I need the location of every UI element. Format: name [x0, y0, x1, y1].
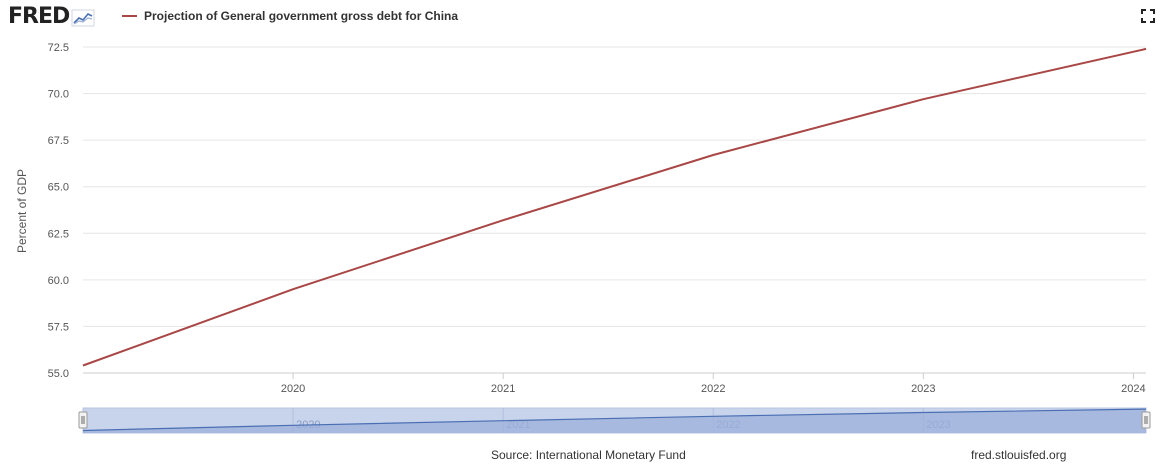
- y-tick-label: 57.5: [48, 321, 69, 333]
- grid-lines: [83, 46, 1146, 374]
- x-axis-ticks: 2020 2021 2022 2023 2024: [281, 373, 1146, 395]
- x-tick-label: 2024: [1121, 383, 1145, 395]
- source-note: Source: International Monetary Fund: [491, 448, 686, 462]
- chart-header: FRED Projection of General government gr…: [0, 0, 1167, 36]
- handle-body[interactable]: [1141, 411, 1151, 429]
- y-tick-label: 65.0: [48, 182, 69, 194]
- legend[interactable]: Projection of General government gross d…: [122, 9, 458, 23]
- navigator-area: [83, 409, 1146, 433]
- y-tick-label: 62.5: [48, 228, 69, 240]
- handle-body[interactable]: [78, 411, 88, 429]
- navigator-handle-left[interactable]: [78, 411, 88, 429]
- fred-logo[interactable]: FRED: [8, 5, 95, 29]
- x-tick-label: 2023: [911, 383, 935, 395]
- navigator-series-line: [82, 408, 1147, 432]
- navigator-handle-right[interactable]: [1141, 411, 1151, 429]
- legend-label: Projection of General government gross d…: [144, 9, 459, 23]
- x-tick-label: 2020: [281, 383, 305, 395]
- y-tick-label: 60.0: [48, 275, 69, 287]
- series-line[interactable]: [82, 47, 1147, 367]
- fullscreen-icon[interactable]: [1141, 9, 1155, 23]
- x-tick-label: 2021: [491, 383, 515, 395]
- y-tick-label: 70.0: [48, 89, 69, 101]
- y-tick-label: 67.5: [48, 135, 69, 147]
- y-tick-label: 72.5: [48, 42, 69, 54]
- site-link[interactable]: fred.stlouisfed.org: [971, 448, 1067, 462]
- y-tick-label: 55.0: [48, 368, 69, 380]
- fred-logo-text: FRED: [8, 4, 70, 29]
- legend-swatch: [122, 15, 137, 17]
- line-chart-icon: [71, 9, 95, 27]
- y-axis-label: Percent of GDP: [15, 169, 29, 253]
- x-tick-label: 2022: [701, 383, 725, 395]
- y-axis-ticks: 55.0 57.5 60.0 62.5 65.0 67.5 70.0 72.5: [48, 42, 69, 380]
